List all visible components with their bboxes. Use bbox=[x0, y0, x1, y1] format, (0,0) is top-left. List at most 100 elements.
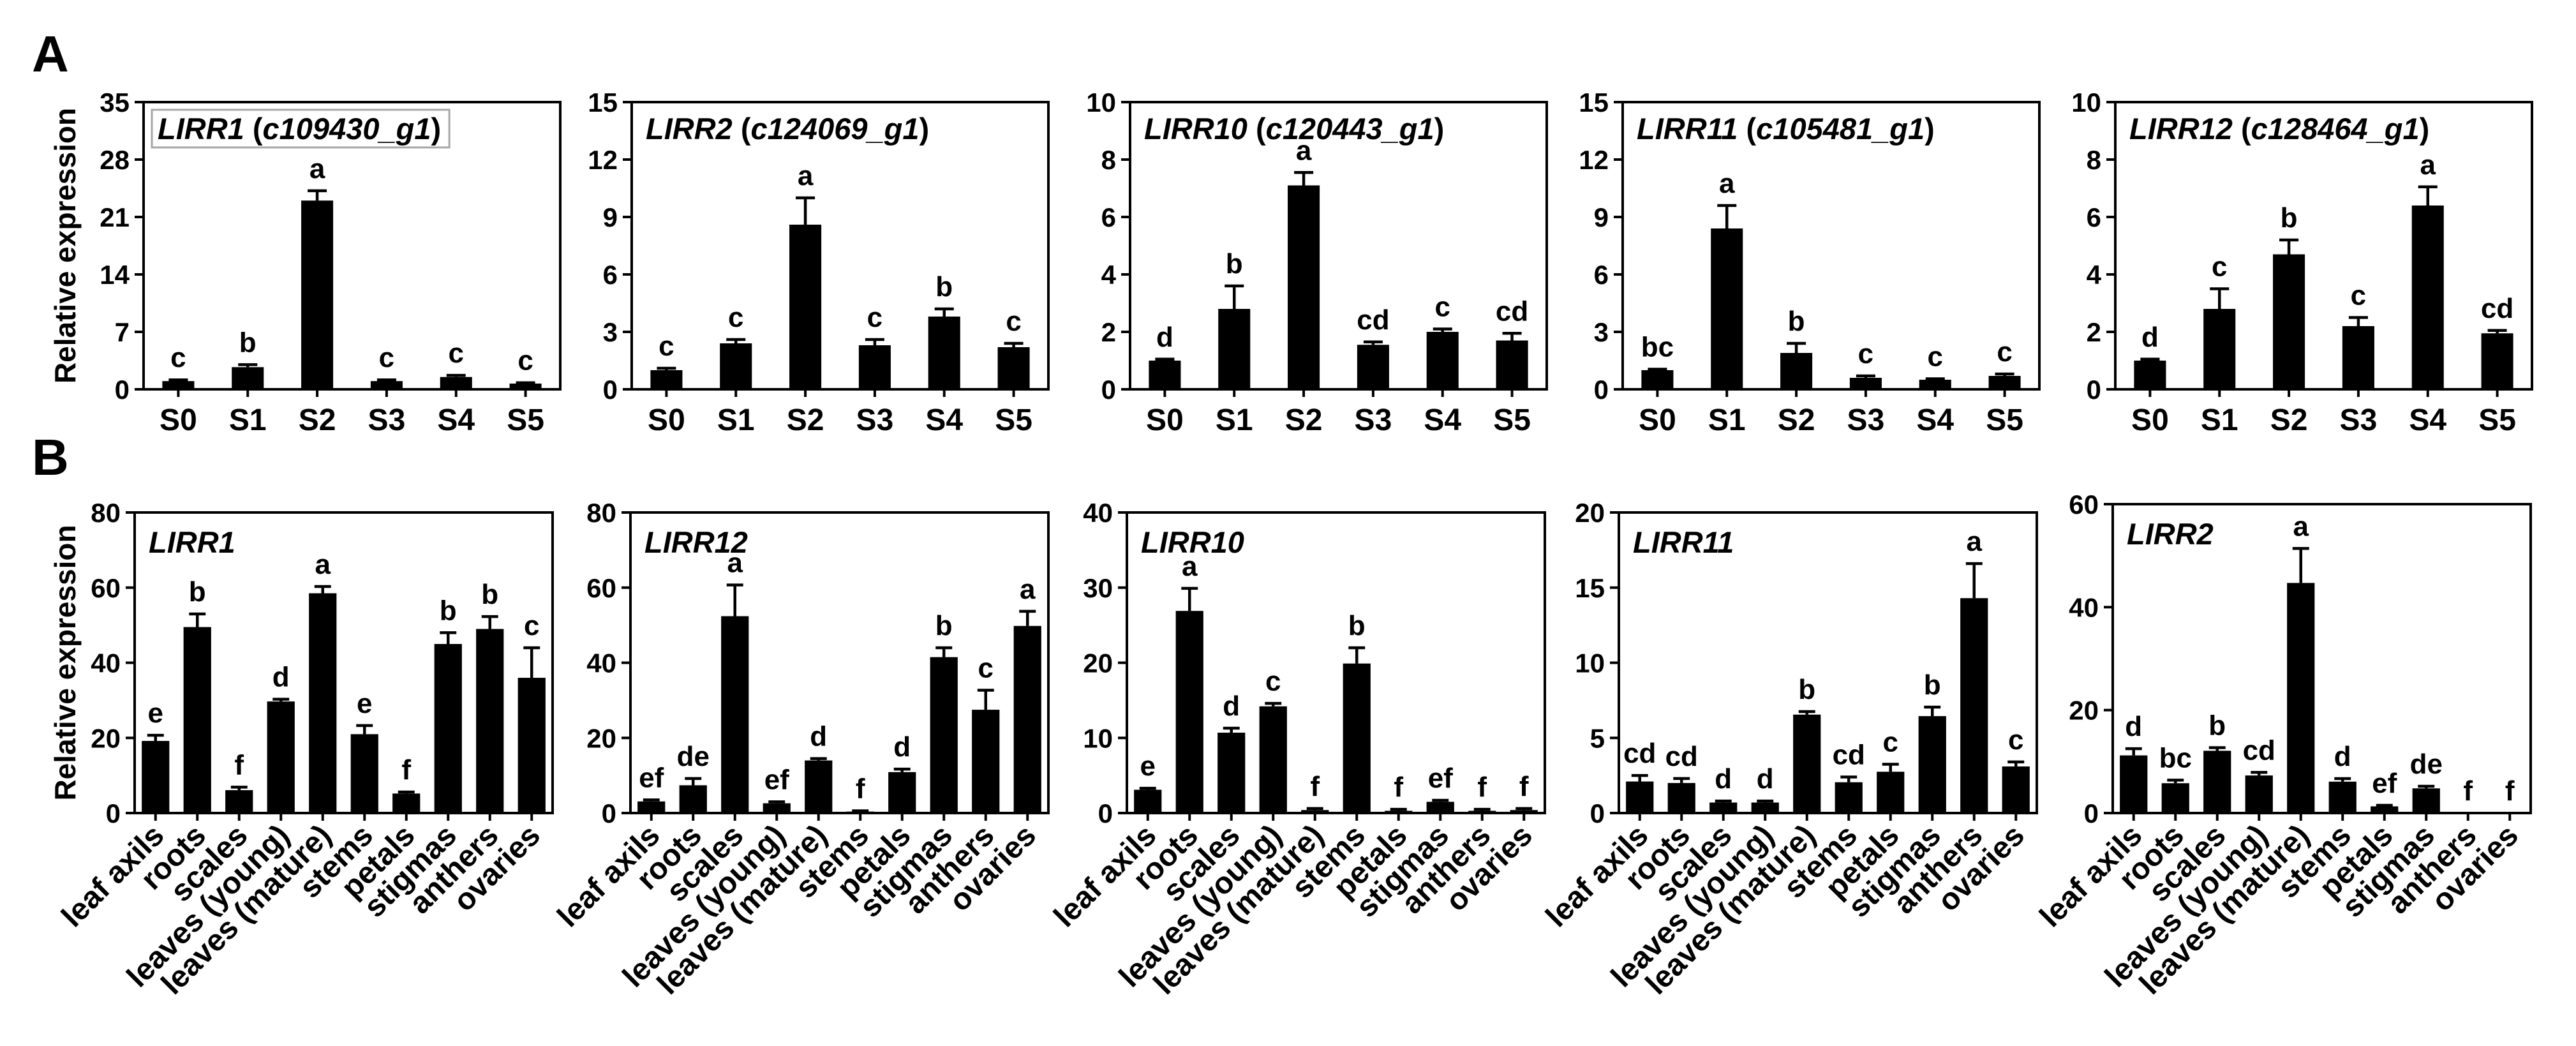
y-tick-label: 28 bbox=[100, 145, 130, 175]
significance-letter-leaves-mature: d bbox=[810, 721, 827, 752]
y-tick-label: 9 bbox=[1594, 202, 1609, 232]
bars bbox=[1626, 562, 2030, 813]
error-bar-s2 bbox=[2279, 238, 2299, 255]
y-tick-label: 0 bbox=[1590, 798, 1605, 828]
significance-letter-stigmas: ef bbox=[1428, 763, 1453, 794]
x-tick-label-s0: S0 bbox=[1639, 403, 1676, 437]
y-axis-label: Relative expression bbox=[48, 525, 82, 800]
error-bar-leaf-axils bbox=[2125, 747, 2142, 756]
chart-title-part: LIRR1 bbox=[158, 112, 244, 146]
error-bar-stigmas bbox=[1924, 705, 1941, 717]
bar-leaf-axils bbox=[1626, 781, 1654, 813]
bar-leaves-mature bbox=[1301, 810, 1329, 813]
y-tick-label: 40 bbox=[586, 648, 616, 678]
bar-petals bbox=[2371, 806, 2399, 813]
significance-letter-leaf-axils: ef bbox=[639, 762, 664, 793]
significance-letter-s4: b bbox=[935, 271, 953, 303]
significance-letter-stems: e bbox=[357, 688, 372, 719]
significance-letter-s4: c bbox=[449, 338, 464, 369]
bar-s2 bbox=[301, 200, 334, 389]
error-bar-scales bbox=[1715, 799, 1732, 803]
significance-letter-stigmas: de bbox=[2410, 749, 2443, 780]
y-tick-label: 0 bbox=[106, 798, 121, 828]
significance-letter-s3: c bbox=[1858, 338, 1873, 370]
significance-letter-stems: cd bbox=[1833, 739, 1865, 770]
bar-ovaries bbox=[1510, 810, 1538, 813]
error-bar-petals bbox=[398, 790, 415, 794]
error-bar-s3 bbox=[1856, 374, 1875, 378]
error-bar-leaves-young bbox=[1265, 701, 1282, 706]
error-bar-s2 bbox=[796, 196, 815, 225]
significance-letter-s0: bc bbox=[1641, 332, 1674, 363]
y-tick-label: 35 bbox=[100, 87, 130, 117]
bar-s4 bbox=[2411, 205, 2444, 389]
error-bar-s4 bbox=[934, 307, 954, 317]
error-bar-s2 bbox=[1787, 341, 1806, 353]
error-bar-leaves-young bbox=[2251, 771, 2268, 776]
chart-title-box bbox=[151, 108, 450, 149]
chart-stages-lirr12: d S0 c S1 b S2 c S3 a S4 cd S5 0 2 4 6 8 10 LIRR12 (c12846… bbox=[2071, 87, 2533, 437]
bar-leaves-young bbox=[763, 803, 791, 813]
significance-letter-s0: c bbox=[659, 331, 674, 362]
y-tick-label: 20 bbox=[91, 723, 121, 753]
chart-title-part: c124069_g1 bbox=[751, 112, 919, 146]
significance-letter-roots: de bbox=[677, 741, 710, 772]
error-bar-leaves-mature bbox=[2292, 547, 2309, 583]
error-bar-s4 bbox=[446, 373, 466, 377]
y-tick-label: 21 bbox=[100, 202, 130, 232]
x-tick-label-s3: S3 bbox=[1847, 403, 1885, 437]
significance-letter-s4: c bbox=[1435, 292, 1450, 323]
y-tick-label: 10 bbox=[1086, 87, 1116, 117]
bar-stems bbox=[350, 734, 378, 813]
error-bar-stems bbox=[356, 724, 373, 735]
bar-leaf-axils bbox=[142, 740, 170, 813]
error-bar-ovaries bbox=[1019, 609, 1036, 626]
chart-title-part: ) bbox=[1925, 112, 1935, 146]
x-tick-label-s3: S3 bbox=[2340, 403, 2378, 437]
error-bar-s2 bbox=[308, 189, 327, 201]
significance-letter-roots: b bbox=[189, 576, 206, 608]
significance-letter-leaf-axils: e bbox=[1140, 751, 1156, 782]
bar-s3 bbox=[370, 381, 403, 389]
bars bbox=[2120, 547, 2440, 813]
significance-letter-s4: a bbox=[2420, 149, 2436, 181]
bar-s5 bbox=[1988, 376, 2021, 389]
significance-letter-stems: b bbox=[1348, 610, 1366, 641]
significance-letter-scales: b bbox=[2208, 710, 2226, 742]
error-bar-roots bbox=[1673, 777, 1690, 783]
x-tick-label-s3: S3 bbox=[368, 403, 406, 437]
y-tick-label: 0 bbox=[2087, 375, 2101, 405]
x-tick-label-s1: S1 bbox=[229, 403, 267, 437]
y-tick-label: 20 bbox=[586, 723, 616, 753]
x-tick-label-s2: S2 bbox=[2270, 403, 2308, 437]
x-tick-label-s5: S5 bbox=[507, 403, 544, 437]
significance-letter-s1: b bbox=[1226, 248, 1243, 280]
bar-ovaries bbox=[517, 678, 546, 813]
y-tick-label: 12 bbox=[1579, 145, 1609, 175]
x-tick-label-s1: S1 bbox=[2201, 403, 2238, 437]
bar-scales bbox=[225, 790, 253, 813]
significance-letter-stems: f bbox=[856, 773, 865, 804]
chart-title-part: ( bbox=[244, 112, 263, 146]
y-tick-label: 3 bbox=[603, 317, 618, 347]
significance-letter-roots: cd bbox=[1665, 741, 1698, 772]
chart-title-part: ) bbox=[431, 112, 441, 146]
y-tick-label: 40 bbox=[1083, 498, 1113, 528]
significance-letter-s3: cd bbox=[1357, 304, 1389, 336]
bar-roots bbox=[183, 627, 211, 813]
bar-s4 bbox=[1919, 380, 1951, 389]
plot-frame bbox=[630, 101, 1050, 391]
significance-letter-anthers: a bbox=[1967, 526, 1983, 557]
error-bar-anthers bbox=[1473, 807, 1491, 811]
bar-roots bbox=[2161, 783, 2189, 813]
bar-s2 bbox=[1780, 353, 1813, 389]
significance-letter-ovaries: f bbox=[1519, 771, 1529, 802]
y-tick-label: 5 bbox=[1590, 723, 1605, 753]
error-bar-roots bbox=[2167, 779, 2184, 784]
error-bar-s1 bbox=[2210, 287, 2230, 309]
significance-letter-petals: f bbox=[1394, 772, 1403, 803]
significance-letter-s2: a bbox=[798, 160, 814, 191]
bar-leaves-mature bbox=[805, 760, 833, 813]
x-tick-label-s5: S5 bbox=[1493, 403, 1531, 437]
y-tick-label: 40 bbox=[2069, 592, 2099, 622]
